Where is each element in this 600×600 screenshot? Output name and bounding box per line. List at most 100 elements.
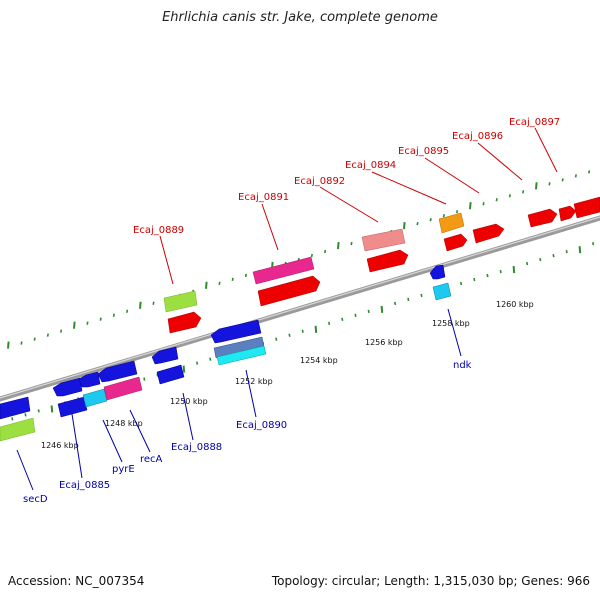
label-ecaj-0890[interactable]: Ecaj_0890 (236, 420, 287, 431)
gene-ecaj-0891[interactable] (257, 275, 321, 307)
axis-label-1260: 1260 kbp (496, 300, 534, 309)
tick-minor (592, 242, 595, 246)
gene-ecaj-0890-upper[interactable] (210, 319, 262, 344)
tick-minor (429, 218, 432, 222)
tick-minor (244, 273, 247, 278)
gene-ndk[interactable] (432, 282, 452, 301)
tick-minor (499, 269, 502, 274)
tick-minor (354, 313, 357, 318)
gene-ecaj-0888[interactable] (156, 364, 185, 385)
forward-genes (163, 196, 600, 334)
label-reca[interactable]: recA (140, 454, 163, 465)
gene-ecaj-0895[interactable] (443, 233, 468, 252)
tick-major (182, 365, 186, 373)
tick-minor (565, 249, 568, 254)
tick-minor (301, 329, 304, 333)
tick-minor (218, 281, 221, 286)
gene-ecaj-0891-pink[interactable] (252, 256, 315, 285)
tick-minor (112, 313, 115, 317)
gene-reca[interactable] (103, 376, 143, 401)
tick-minor (522, 190, 525, 194)
tick-minor (324, 249, 327, 254)
tick-minor (86, 321, 89, 325)
label-ecaj-0889[interactable]: Ecaj_0889 (133, 225, 184, 236)
label-ecaj-0895[interactable]: Ecaj_0895 (398, 146, 449, 157)
genome-backbone (0, 215, 600, 402)
tick-major (469, 202, 472, 210)
tick-major (403, 222, 406, 230)
label-ecaj-0896[interactable]: Ecaj_0896 (452, 131, 503, 142)
axis-label-1256: 1256 kbp (365, 338, 403, 347)
label-secd[interactable]: secD (23, 494, 48, 505)
tick-minor (20, 341, 23, 345)
gene-forward-next-2[interactable] (573, 196, 600, 219)
tick-minor (508, 194, 511, 198)
tick-major (535, 182, 538, 190)
gene-ecaj-0892[interactable] (366, 249, 409, 273)
tick-minor (288, 333, 291, 337)
tick-minor (561, 178, 564, 182)
tick-minor (209, 357, 212, 361)
tick-major (50, 405, 54, 413)
tick-major (314, 325, 318, 333)
label-ndk[interactable]: ndk (453, 360, 472, 371)
label-ecaj-0888[interactable]: Ecaj_0888 (171, 442, 222, 453)
tick-minor (394, 301, 397, 306)
gene-ecaj-0885-upper[interactable] (52, 377, 83, 397)
tick-minor (33, 337, 36, 341)
tick-minor (588, 170, 591, 174)
tick-minor (341, 317, 344, 321)
tick-minor (548, 182, 551, 186)
gene-forward-next-1[interactable] (558, 205, 577, 222)
tick-minor (552, 253, 555, 258)
tick-minor (152, 301, 155, 305)
gene-ecaj-0888-upper[interactable] (151, 346, 179, 365)
gene-ecaj-0889[interactable] (167, 311, 202, 334)
axis-label-1258: 1258 kbp (432, 319, 470, 328)
tick-minor (24, 413, 27, 417)
forward-label-lines (159, 127, 558, 285)
gene-ecaj-0894[interactable] (438, 212, 465, 234)
gene-ecaj-0890[interactable] (216, 345, 267, 366)
label-ecaj-0897[interactable]: Ecaj_0897 (509, 117, 560, 128)
gene-secd[interactable] (0, 417, 36, 442)
gene-pyre[interactable] (82, 388, 108, 408)
gene-ecaj-0889-upper[interactable] (163, 290, 198, 313)
axis-label-1250: 1250 kbp (170, 397, 208, 406)
tick-minor (407, 297, 410, 302)
label-ecaj-0894[interactable]: Ecaj_0894 (345, 160, 396, 171)
tick-minor (416, 221, 419, 226)
label-ecaj-0891[interactable]: Ecaj_0891 (238, 192, 289, 203)
label-pyre[interactable]: pyrE (112, 464, 135, 475)
tick-major (380, 305, 384, 313)
gene-ecaj-0892-upper[interactable] (361, 228, 406, 252)
tick-minor (473, 277, 476, 282)
gene-ecaj-0897[interactable] (527, 208, 558, 228)
tick-minor (495, 198, 498, 202)
tick-minor (143, 377, 146, 381)
gene-ndk-upper[interactable] (429, 264, 446, 280)
label-ecaj-0885[interactable]: Ecaj_0885 (59, 480, 110, 491)
tick-major (578, 246, 582, 254)
tick-minor (46, 333, 49, 337)
gene-reca-upper[interactable] (97, 360, 138, 383)
tick-minor (486, 273, 489, 278)
tick-minor (420, 293, 423, 298)
tick-minor (460, 281, 463, 286)
tick-minor (11, 417, 14, 421)
gene-ecaj-0896[interactable] (472, 223, 505, 244)
tick-major (512, 265, 516, 274)
gene-ecaj-0885[interactable] (57, 396, 88, 418)
tick-minor (442, 214, 445, 218)
axis-label-1248: 1248 kbp (105, 419, 143, 428)
tick-major (139, 301, 142, 309)
tick-major (337, 241, 340, 250)
tick-major (205, 281, 208, 289)
tick-minor (99, 317, 102, 321)
label-ecaj-0892[interactable]: Ecaj_0892 (294, 176, 345, 187)
tick-minor (350, 241, 353, 246)
tick-minor (196, 361, 199, 365)
tick-major (7, 341, 10, 349)
gene-pyre-upper[interactable] (78, 371, 101, 388)
gene-secd-blue[interactable] (0, 396, 31, 420)
